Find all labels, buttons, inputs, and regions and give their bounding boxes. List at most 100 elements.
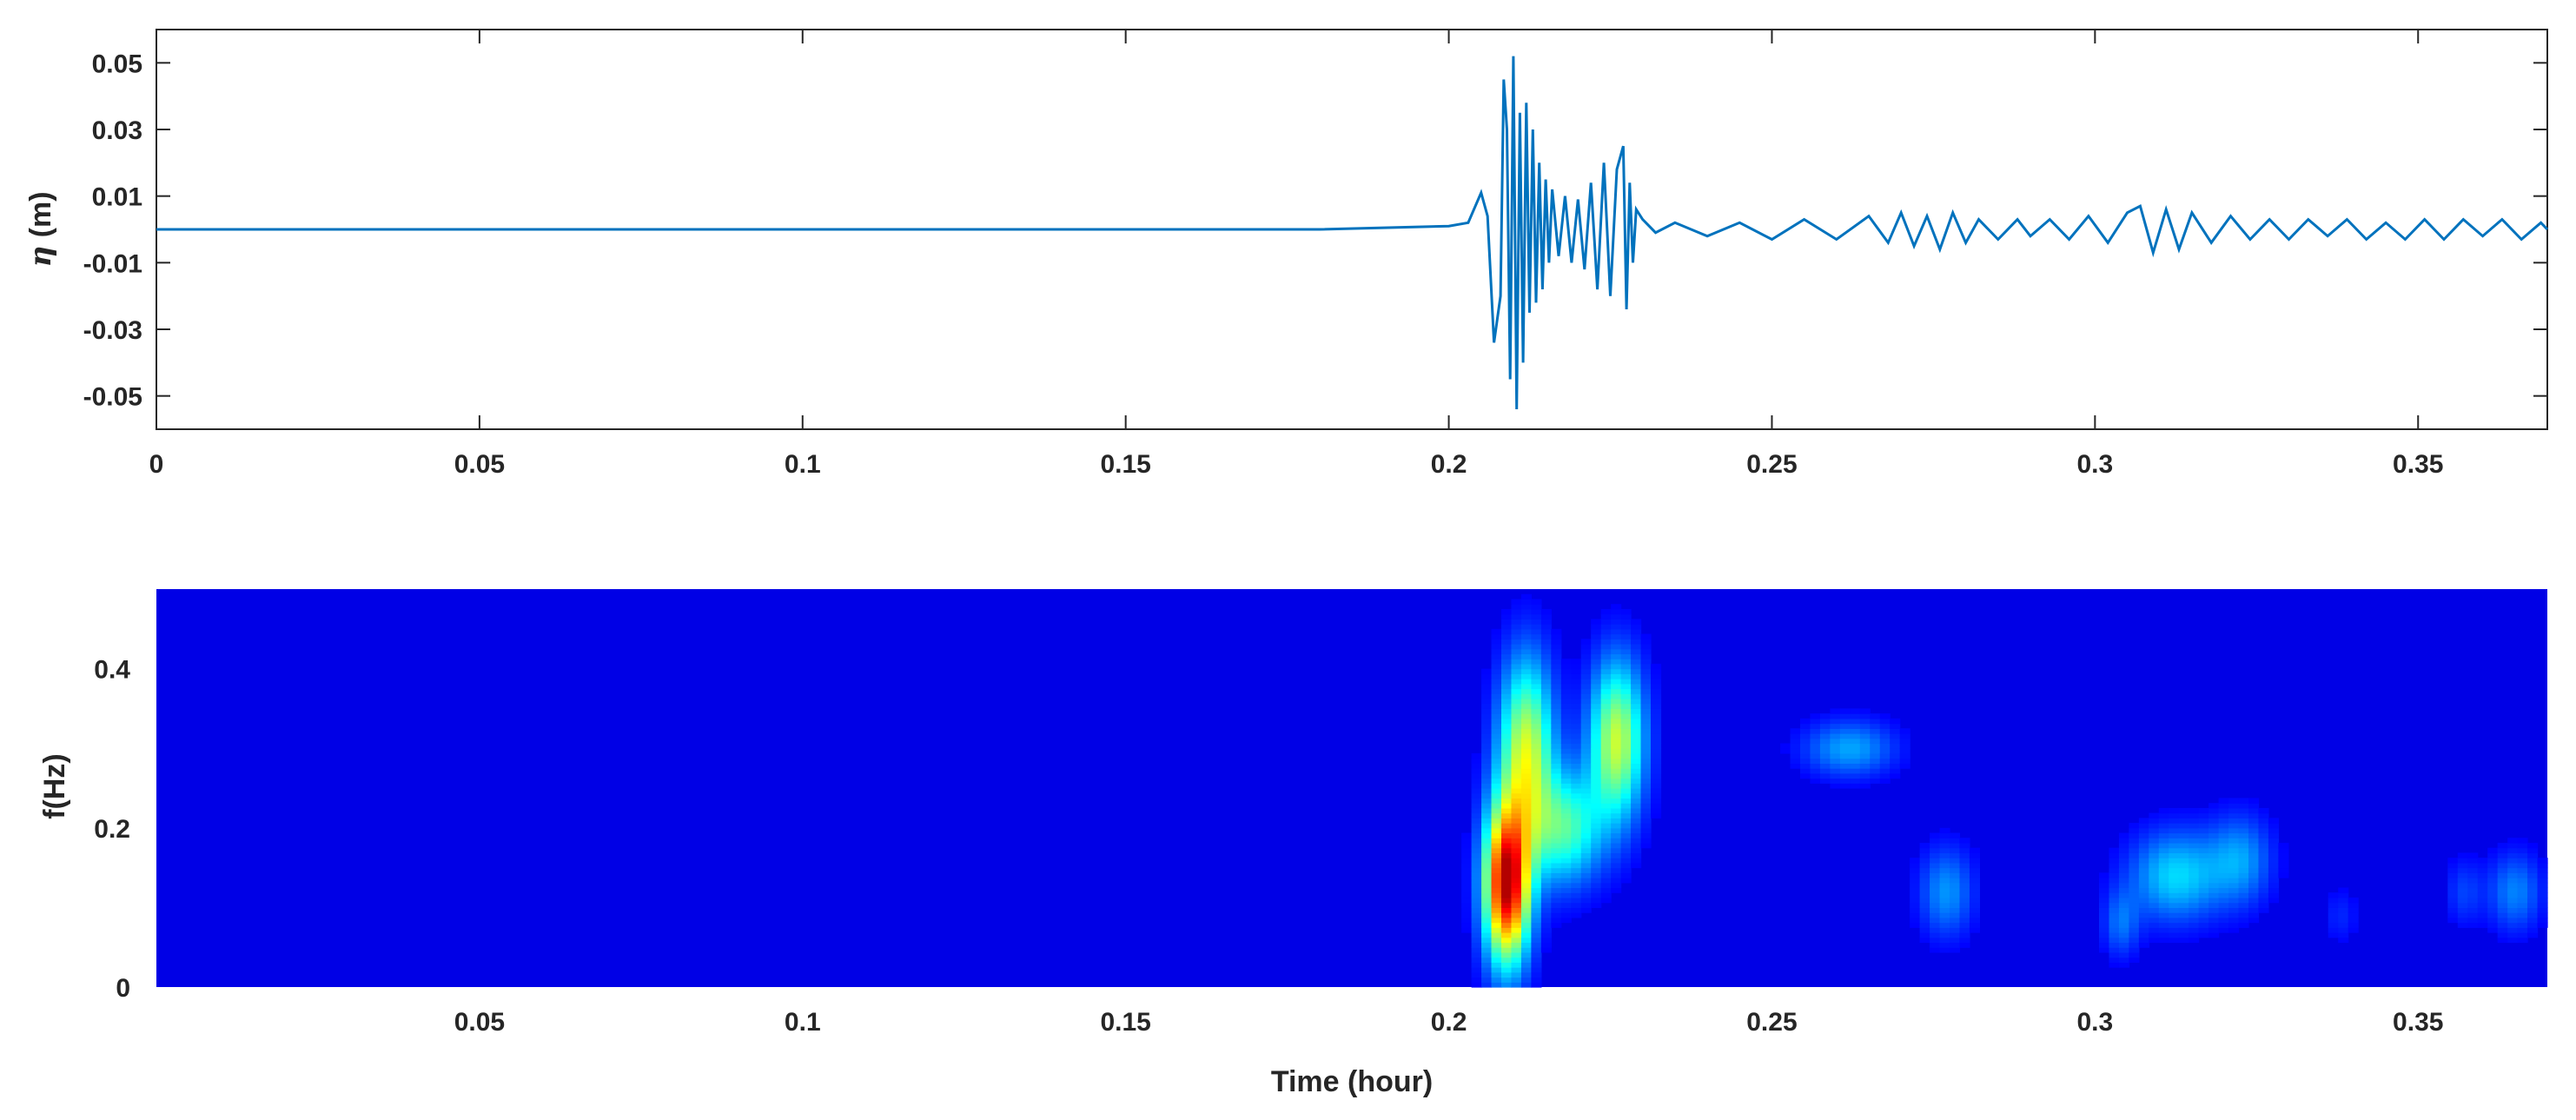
- spectrogram-cell: [2109, 867, 2120, 873]
- spectrogram-cell: [2158, 847, 2169, 854]
- spectrogram-cell: [1471, 832, 1482, 838]
- spectrogram-cell: [2507, 922, 2519, 928]
- spectrogram-cell: [1571, 679, 1582, 685]
- spectrogram-cell: [1631, 659, 1642, 665]
- spectrogram-cell: [2507, 842, 2519, 849]
- spectrogram-cell: [1491, 957, 1502, 963]
- spectrogram-cell: [2109, 887, 2120, 893]
- spectrogram-cell: [1501, 818, 1513, 824]
- spectrogram-cell: [1571, 867, 1582, 873]
- spectrogram-cell: [2109, 927, 2120, 933]
- spectrogram-cell: [2507, 882, 2519, 889]
- spectrogram-cell: [2149, 932, 2160, 938]
- spectrogram-cell: [1580, 902, 1592, 908]
- spectrogram-cell: [1620, 778, 1632, 784]
- spectrogram-cell: [1870, 772, 1881, 779]
- spectrogram-cell: [1481, 882, 1493, 889]
- spectrogram-cell: [1531, 818, 1542, 824]
- spectrogram-cell: [2467, 892, 2479, 898]
- spectrogram-cell: [1551, 847, 1562, 854]
- spectrogram-cell: [1830, 783, 1841, 789]
- spectrogram-cell: [1540, 842, 1552, 849]
- spectrogram-cell: [1631, 743, 1642, 749]
- spectrogram-cell: [2198, 807, 2209, 814]
- spectrogram-cell: [2109, 937, 2120, 944]
- spectrogram-cell: [2158, 807, 2169, 814]
- spectrogram-cell: [1819, 752, 1831, 759]
- spectrogram-cell: [2268, 882, 2279, 889]
- spectrogram-cell: [1481, 783, 1493, 789]
- spectrogram-cell: [2158, 878, 2169, 884]
- spectrogram-cell: [1531, 827, 1542, 834]
- spectrogram-cell: [2517, 887, 2528, 893]
- spectrogram-cell: [1531, 733, 1542, 739]
- spectrogram-cell: [1631, 639, 1642, 645]
- spectrogram-cell: [2457, 872, 2468, 878]
- spectrogram-cell: [1551, 743, 1562, 749]
- spectrogram-cell: [1631, 628, 1642, 635]
- spectrogram-cell: [1511, 957, 1522, 963]
- spectrogram-cell: [2198, 812, 2209, 818]
- spectrogram-cell: [1571, 902, 1582, 908]
- spectrogram-cell: [1919, 922, 1930, 928]
- spectrogram-cell: [1800, 763, 1811, 769]
- spectrogram-cell: [1551, 907, 1562, 913]
- spectrogram-cell: [1491, 679, 1502, 685]
- spectrogram-cell: [1620, 673, 1632, 679]
- spectrogram-cell: [1910, 897, 1921, 904]
- spectrogram-cell: [1631, 852, 1642, 858]
- spectrogram-cell: [1540, 912, 1552, 918]
- spectrogram-cell: [1939, 858, 1950, 864]
- spectrogram-cell: [2467, 897, 2479, 904]
- spectrogram-cell: [1631, 783, 1642, 789]
- spectrogram-cell: [1640, 643, 1652, 650]
- spectrogram-cell: [1830, 708, 1841, 714]
- spectrogram-cell: [1919, 917, 1930, 924]
- spectrogram-cell: [1600, 613, 1612, 620]
- spectrogram-cell: [1591, 628, 1602, 635]
- spectrogram-cell: [1511, 962, 1522, 968]
- spectrogram-cell: [2447, 892, 2459, 898]
- spectrogram-cell: [1580, 867, 1592, 873]
- spectrogram-cell: [2447, 887, 2459, 893]
- spectrogram-cell: [1520, 643, 1532, 650]
- spectrogram-cell: [1640, 818, 1652, 824]
- spectrogram-cell: [1591, 798, 1602, 804]
- spectrogram-cell: [2118, 912, 2129, 918]
- spectrogram-cell: [1600, 807, 1612, 814]
- spectrogram-cell: [1540, 887, 1552, 893]
- spectrogram-cell: [1859, 752, 1871, 759]
- spectrogram-cell: [1591, 768, 1602, 774]
- spectrogram-cell: [1611, 758, 1622, 764]
- spectrogram-cell: [1640, 633, 1652, 640]
- spectrogram-cell: [2189, 862, 2200, 869]
- spectrogram-cell: [2138, 842, 2149, 849]
- spectrogram-cell: [1879, 768, 1891, 774]
- spectrogram-cell: [2487, 847, 2499, 854]
- spectrogram-cell: [2238, 798, 2249, 804]
- spectrogram-cell: [2138, 832, 2149, 838]
- spectrogram-cell: [1640, 752, 1652, 759]
- spectrogram-cell: [1611, 788, 1622, 794]
- spectrogram-cell: [1651, 772, 1662, 779]
- spectrogram-cell: [1511, 838, 1522, 844]
- spectrogram-cell: [1531, 798, 1542, 804]
- spectrogram-cell: [1511, 803, 1522, 809]
- spectrogram-cell: [1611, 663, 1622, 670]
- spectrogram-cell: [1839, 758, 1851, 764]
- spectrogram-cell: [1481, 947, 1493, 953]
- spectrogram-cell: [1501, 798, 1513, 804]
- spectrogram-cell: [2228, 927, 2240, 933]
- spectrogram-cell: [1879, 718, 1891, 725]
- spectrogram-cell: [1651, 768, 1662, 774]
- spectrogram-cell: [1631, 847, 1642, 854]
- spectrogram-cell: [2248, 878, 2260, 884]
- spectrogram-cell: [2517, 922, 2528, 928]
- spectrogram-cell: [2258, 827, 2269, 834]
- spectrogram-cell: [1511, 628, 1522, 635]
- spectrogram-cell: [1511, 842, 1522, 849]
- spectrogram-cell: [1501, 683, 1513, 690]
- spectrogram-cell: [2238, 892, 2249, 898]
- spectrogram-cell: [2487, 927, 2499, 933]
